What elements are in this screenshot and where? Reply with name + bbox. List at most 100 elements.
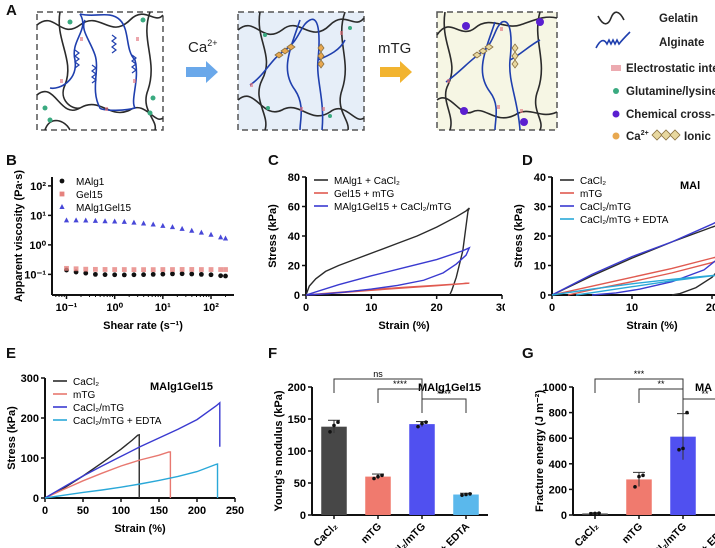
chart-stress-strain-c: 0 20 40 60 80 0 10 20 30 Strain (%) Stress (kPa) MA… xyxy=(267,172,505,332)
calcium-dot-icon xyxy=(612,132,620,140)
data-point-gel15 xyxy=(102,267,108,272)
bar-0 xyxy=(321,426,347,515)
bar-3 xyxy=(453,494,479,515)
legend-label: MAlg1Gel15 + CaCl₂/mTG xyxy=(334,202,452,213)
significance-label: **** xyxy=(393,379,408,389)
x-tick-label: 50 xyxy=(77,505,89,517)
data-point-malg1gel15 xyxy=(102,218,108,224)
x-tick-label: 20 xyxy=(431,302,443,314)
data-point-gel15 xyxy=(223,267,228,272)
data-point-malg1gel15 xyxy=(92,217,98,223)
legend-label: MAlg1 xyxy=(76,177,105,188)
data-point xyxy=(420,421,424,426)
data-point-gel15 xyxy=(170,267,175,272)
y-axis-title: Apparent viscosity (Pa·s) xyxy=(13,170,25,302)
legend-marker xyxy=(59,178,65,184)
data-point-gel15 xyxy=(208,267,214,272)
data-point xyxy=(677,447,681,452)
y-tick-label: 100 xyxy=(288,446,306,458)
data-point-gel15 xyxy=(64,265,69,271)
legend-alginate: Alginate xyxy=(659,37,704,49)
x-tick-label: 200 xyxy=(188,505,206,517)
y-tick-label: 10⁻¹ xyxy=(24,269,46,281)
x-tick-label: 250 xyxy=(226,505,244,517)
legend-marker xyxy=(59,191,65,197)
x-tick-label: CaCl₂/mTG xyxy=(380,521,428,548)
data-point-gel15 xyxy=(179,267,185,272)
significance-label: ns xyxy=(373,369,383,379)
x-tick-label: CaCl₂ xyxy=(311,520,340,548)
electrostatic-icon xyxy=(611,65,621,71)
y-tick-label: 10⁰ xyxy=(29,240,46,252)
significance-label: **** xyxy=(437,389,452,399)
x-axis-title: Strain (%) xyxy=(378,320,430,332)
data-point-malg1gel15 xyxy=(160,222,166,228)
legend-calcium: Ca2+ xyxy=(626,130,649,143)
y-tick-label: 10 xyxy=(534,261,546,273)
data-point-malg1gel15 xyxy=(169,224,176,230)
chart-viscosity: 10⁻¹ 10⁰ 10¹ 10² 10⁻¹ 10⁰ 10¹ 10² Shear rate (s⁻… xyxy=(13,170,234,332)
data-point-malg1 xyxy=(102,272,108,278)
data-point-malg1 xyxy=(223,273,228,279)
data-point xyxy=(424,420,428,424)
y-tick-label: 200 xyxy=(549,484,567,496)
data-point-malg1gel15 xyxy=(218,234,224,240)
y-tick-label: 0 xyxy=(294,290,300,302)
significance-bracket xyxy=(333,378,423,393)
series-line-0 xyxy=(305,207,470,296)
series-line-3 xyxy=(551,274,715,296)
significance-label: *** xyxy=(634,369,645,379)
chart-title: MA xyxy=(695,382,712,394)
data-point-malg1 xyxy=(121,272,127,278)
series-line-2 xyxy=(551,221,715,296)
data-point-malg1 xyxy=(218,273,224,279)
x-tick-label: mTG xyxy=(620,521,645,546)
data-point xyxy=(380,473,384,478)
data-point xyxy=(336,420,340,424)
data-point-gel15 xyxy=(83,266,89,272)
x-tick-label: 0 xyxy=(303,302,309,314)
panel-label-b: B xyxy=(6,152,17,169)
data-point-malg1 xyxy=(92,271,98,277)
series-line-0 xyxy=(44,433,140,499)
x-tick-label: 20 xyxy=(706,302,715,314)
data-point xyxy=(372,476,376,481)
y-tick-label: 40 xyxy=(534,172,546,184)
data-point-malg1 xyxy=(160,271,166,277)
legend-label: Gel15 xyxy=(76,190,103,201)
data-point xyxy=(637,474,641,479)
data-point-gel15 xyxy=(150,267,156,273)
data-point-malg1 xyxy=(170,271,175,277)
data-point xyxy=(641,473,645,478)
x-tick-label: 10⁰ xyxy=(106,302,123,314)
legend-label: CaCl₂/mTG + EDTA xyxy=(580,215,669,226)
y-tick-label: 200 xyxy=(288,382,306,394)
y-tick-label: 150 xyxy=(288,414,306,426)
data-point-gel15 xyxy=(160,267,166,272)
data-point xyxy=(464,492,468,497)
x-axis-title: Strain (%) xyxy=(626,320,678,332)
x-tick-label: 30 xyxy=(496,302,505,314)
panel-label-e: E xyxy=(6,345,17,362)
significance-bracket xyxy=(638,388,684,403)
x-tick-label: mTG xyxy=(359,521,384,546)
data-point-malg1 xyxy=(131,272,137,278)
data-point-malg1gel15 xyxy=(63,217,70,223)
y-tick-label: 20 xyxy=(288,261,300,273)
significance-bracket xyxy=(594,378,684,393)
data-point-malg1 xyxy=(189,271,195,277)
data-point-gel15 xyxy=(92,266,98,272)
y-axis-title: Fracture energy (J m⁻²) xyxy=(534,390,546,512)
y-tick-label: 800 xyxy=(549,408,567,420)
data-point-malg1gel15 xyxy=(189,227,195,233)
legend-gelatin: Gelatin xyxy=(659,13,698,25)
data-point xyxy=(681,446,685,451)
data-point-malg1 xyxy=(112,272,118,278)
data-point-gel15 xyxy=(73,266,79,272)
arrow1-label: Ca2+ xyxy=(188,38,217,56)
panel-label-c: C xyxy=(268,152,279,169)
data-point xyxy=(332,423,336,428)
data-point-malg1gel15 xyxy=(150,221,156,227)
significance-bracket xyxy=(682,398,715,413)
